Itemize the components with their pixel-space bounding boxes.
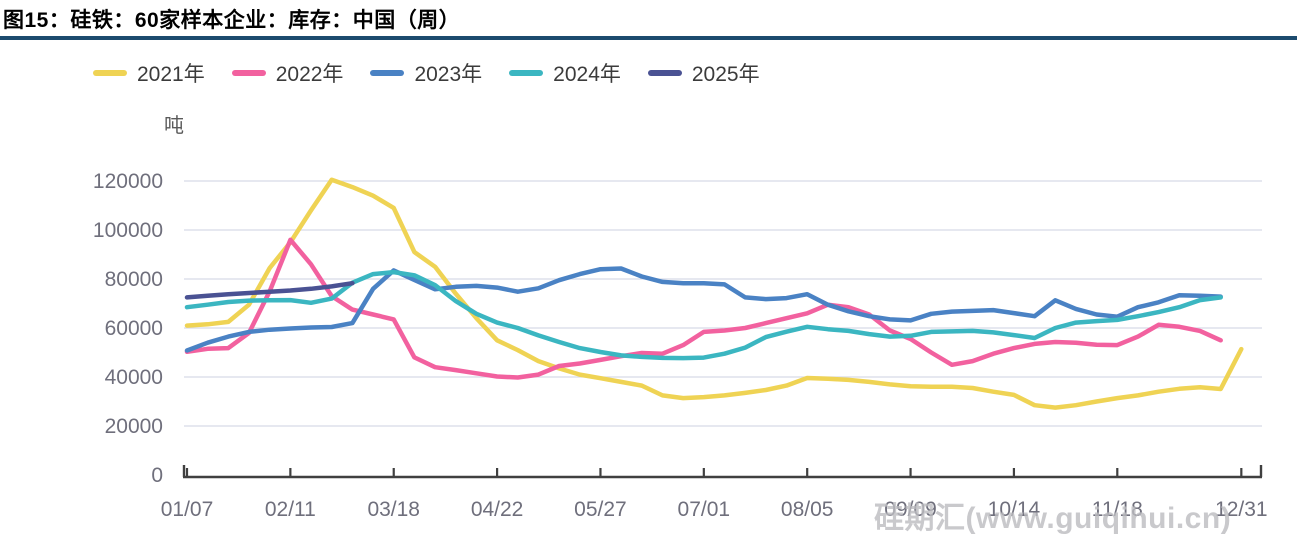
y-tick-label: 60000 <box>105 317 163 340</box>
legend-label: 2022年 <box>275 63 344 86</box>
series-line-2021年 <box>184 177 1244 410</box>
legend-swatch-2023年 <box>370 70 405 76</box>
x-axis <box>182 465 1263 479</box>
legend-swatch-2025年 <box>647 70 682 76</box>
y-tick-label: 40000 <box>105 366 163 389</box>
chart-legend: 2021年 2022年 2023年 2024年 2025年 <box>93 58 787 88</box>
y-tick-label: 100000 <box>93 219 163 242</box>
legend-swatch-2021年 <box>93 70 127 76</box>
y-axis-unit-label: 吨 <box>164 115 184 137</box>
x-tick-label: 12/31 <box>1215 498 1268 521</box>
y-tick-label: 0 <box>151 464 163 487</box>
x-tick-label: 07/01 <box>678 498 731 521</box>
y-gridlines <box>184 180 1262 427</box>
x-axis-labels: 01/07 02/11 03/18 04/22 05/27 07/01 08/05 09/09… <box>161 498 1268 521</box>
legend-item-2022年: 2022年 <box>231 58 344 88</box>
series-line-2023年 <box>184 266 1223 353</box>
x-tick-label: 03/18 <box>367 498 420 521</box>
legend-label: 2025年 <box>691 63 760 86</box>
x-tick-label: 10/14 <box>988 498 1041 521</box>
x-tick-label: 11/18 <box>1092 498 1143 521</box>
y-tick-label: 80000 <box>105 268 163 291</box>
legend-swatch-2022年 <box>231 70 266 76</box>
title-rule <box>0 36 1297 40</box>
x-tick-label: 02/11 <box>265 498 316 521</box>
legend-label: 2021年 <box>137 63 205 86</box>
y-tick-label: 20000 <box>105 415 163 438</box>
figure-title: 图15：硅铁：60家样本企业：库存：中国（周） <box>3 9 461 32</box>
legend-item-2024年: 2024年 <box>509 58 621 88</box>
series-lines <box>184 177 1244 410</box>
x-tick-label: 01/07 <box>161 498 214 521</box>
legend-item-2023年: 2023年 <box>370 58 482 88</box>
legend-item-2021年: 2021年 <box>93 58 205 88</box>
x-tick-label: 08/05 <box>781 498 834 521</box>
x-tick-label: 09/09 <box>884 498 937 521</box>
y-tick-label: 120000 <box>93 170 163 193</box>
legend-swatch-2024年 <box>509 70 544 76</box>
legend-label: 2023年 <box>414 63 483 86</box>
x-tick-label: 05/27 <box>574 498 627 521</box>
legend-item-2025年: 2025年 <box>647 58 760 88</box>
legend-label: 2024年 <box>553 63 621 86</box>
x-tick-label: 04/22 <box>471 498 524 521</box>
y-axis-labels: 0 20000 40000 60000 80000 100000 120000 <box>93 170 163 487</box>
series-line-2025年 <box>184 280 355 300</box>
series-line-2024年 <box>184 269 1223 361</box>
